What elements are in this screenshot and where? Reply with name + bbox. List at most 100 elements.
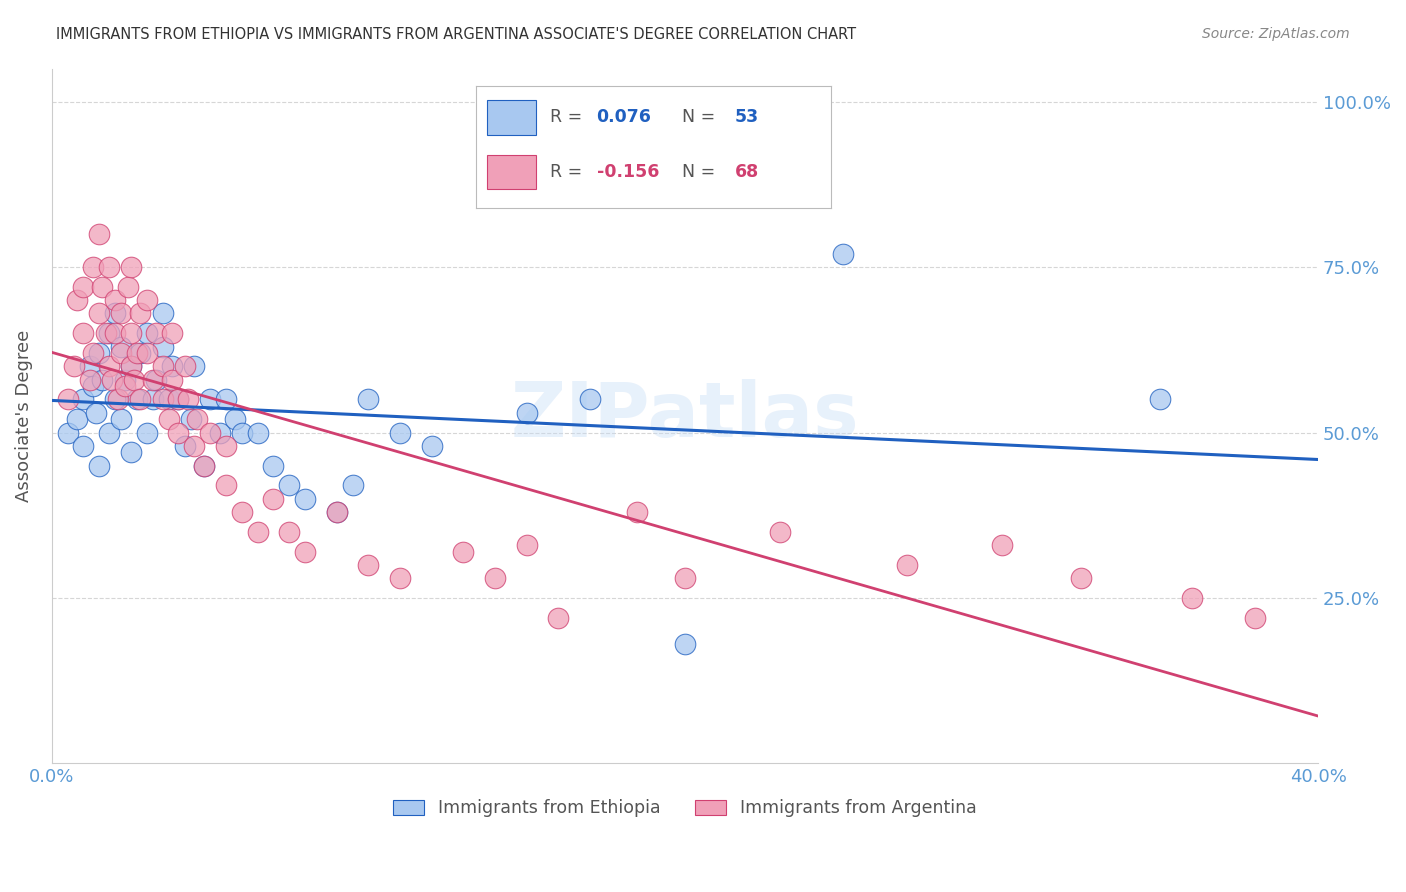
Point [325,505,347,519]
Point [388,425,411,440]
Point [278,524,301,539]
Point [183,439,205,453]
Point [120,326,142,341]
Point [142,392,165,407]
Point [66,412,89,426]
Point [1180,591,1202,605]
Point [104,293,127,308]
Point [104,326,127,341]
Point [135,293,157,308]
Point [167,425,190,440]
Point [82,260,104,274]
Point [516,538,538,552]
Point [104,306,127,320]
Point [231,425,253,440]
Point [357,392,380,407]
Point [246,524,269,539]
Point [72,439,94,453]
Point [673,571,696,585]
Point [120,445,142,459]
Point [89,227,111,241]
Point [135,326,157,341]
Point [1243,611,1265,625]
Point [388,571,411,585]
Point [89,458,111,473]
Point [160,359,183,374]
Point [896,558,918,572]
Point [215,478,238,492]
Point [579,392,602,407]
Point [152,306,174,320]
Point [1070,571,1092,585]
Point [193,458,215,473]
Point [294,544,316,558]
Point [84,406,107,420]
Point [120,260,142,274]
Text: IMMIGRANTS FROM ETHIOPIA VS IMMIGRANTS FROM ARGENTINA ASSOCIATE'S DEGREE CORRELA: IMMIGRANTS FROM ETHIOPIA VS IMMIGRANTS F… [56,27,856,42]
Point [173,359,195,374]
Text: ZIPatlas: ZIPatlas [510,379,859,453]
Point [673,637,696,651]
Point [97,260,120,274]
Y-axis label: Associate's Degree: Associate's Degree [15,330,32,502]
Point [420,439,443,453]
Point [186,412,208,426]
Point [63,359,86,374]
Point [110,339,132,353]
Point [94,326,117,341]
Point [832,247,855,261]
Point [215,439,238,453]
Point [72,280,94,294]
Point [231,505,253,519]
Point [160,373,183,387]
Point [120,359,142,374]
Point [72,326,94,341]
Point [152,339,174,353]
Point [167,392,190,407]
Point [97,425,120,440]
Point [208,425,231,440]
Point [183,359,205,374]
Point [89,306,111,320]
Point [110,306,132,320]
Point [97,359,120,374]
Point [193,458,215,473]
Point [157,392,180,407]
Text: Source: ZipAtlas.com: Source: ZipAtlas.com [1202,27,1350,41]
Point [516,406,538,420]
Point [152,359,174,374]
Point [114,379,136,393]
Point [129,346,152,360]
Point [173,439,195,453]
Point [180,412,202,426]
Point [453,544,475,558]
Point [72,392,94,407]
Point [104,392,127,407]
Point [547,611,569,625]
Point [262,491,284,506]
Point [246,425,269,440]
Point [177,392,200,407]
Point [66,293,89,308]
Point [91,280,114,294]
Point [145,373,167,387]
Point [145,326,167,341]
Point [56,392,79,407]
Point [56,425,79,440]
Point [357,558,380,572]
Point [127,346,149,360]
Point [484,571,506,585]
Point [325,505,347,519]
Point [89,346,111,360]
Point [117,280,139,294]
Point [101,373,124,387]
Point [129,306,152,320]
Point [157,412,180,426]
Point [97,326,120,341]
Point [82,379,104,393]
Point [82,346,104,360]
Point [160,326,183,341]
Point [990,538,1012,552]
Point [198,392,221,407]
Point [79,359,101,374]
